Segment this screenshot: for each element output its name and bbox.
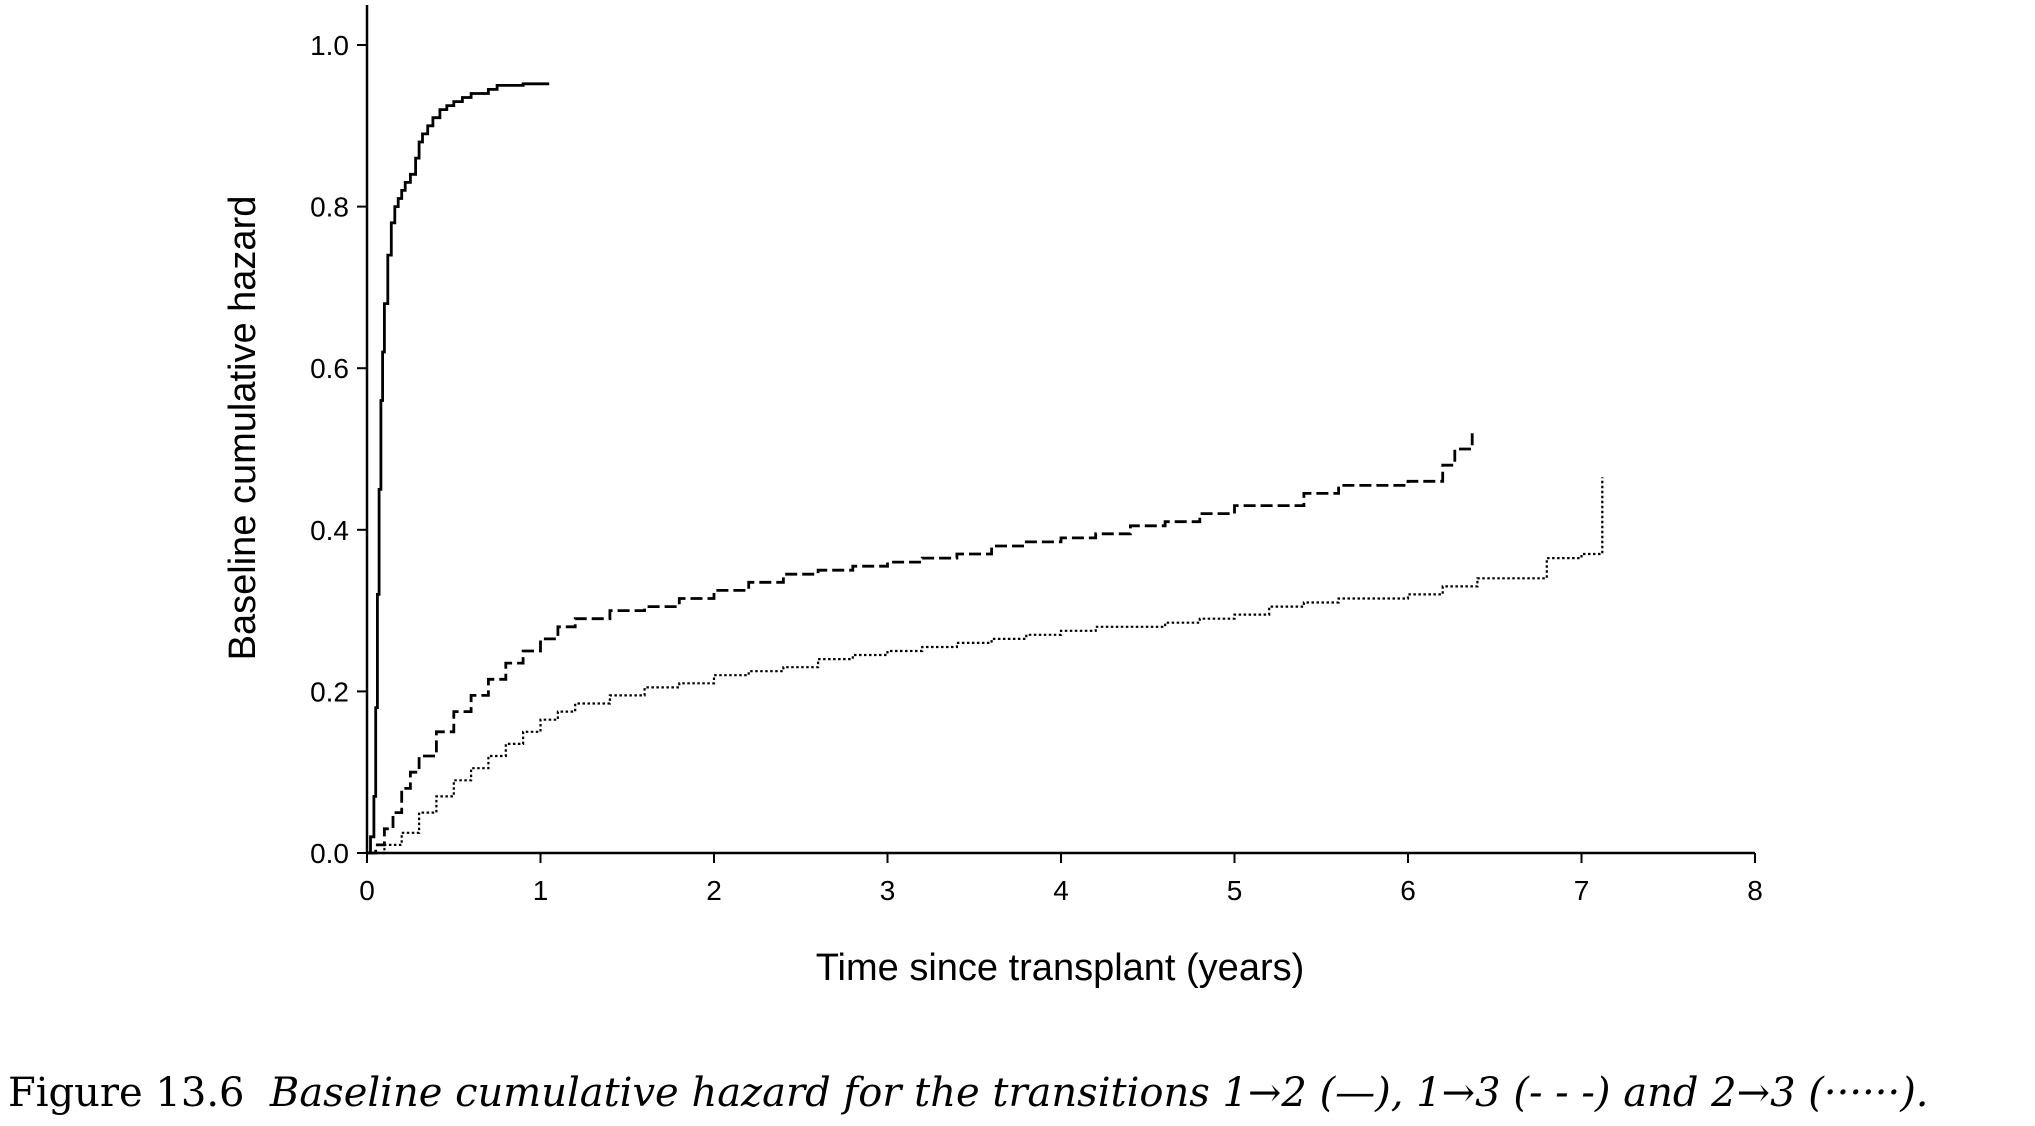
y-axis-title: Baseline cumulative hazard [222,196,264,661]
x-tick-label: 6 [1400,875,1416,906]
axes: 0 1 2 3 4 5 6 7 8 0.0 0.2 0.4 0.6 0.8 1.0 [310,5,1763,906]
figure-caption: Figure 13.6 Baseline cumulative hazard f… [8,1070,1929,1116]
x-tick-label: 1 [533,875,549,906]
y-tick-label: 0.6 [310,353,349,384]
caption-text: Baseline cumulative hazard for the trans… [269,1070,1929,1116]
series-layer [367,82,1604,855]
x-tick-label: 5 [1227,875,1243,906]
x-tick-label: 0 [359,875,375,906]
series-line-dotted [367,477,1604,855]
chart: 0 1 2 3 4 5 6 7 8 0.0 0.2 0.4 0.6 0.8 1.0 Time since t… [222,5,1763,989]
caption-label: Figure 13.6 [8,1070,245,1116]
y-tick-label: 0.8 [310,192,349,223]
series-line-dashed [367,428,1474,855]
x-tick-label: 4 [1053,875,1069,906]
x-tick-label: 7 [1574,875,1590,906]
y-tick-label: 0.2 [310,676,349,707]
x-tick-label: 8 [1747,875,1763,906]
series-line-solid [367,82,550,855]
y-tick-label: 1.0 [310,30,349,61]
y-tick-label: 0.0 [310,838,349,869]
x-tick-label: 3 [880,875,896,906]
x-axis-title: Time since transplant (years) [816,947,1305,989]
x-tick-label: 2 [706,875,722,906]
y-tick-label: 0.4 [310,515,349,546]
